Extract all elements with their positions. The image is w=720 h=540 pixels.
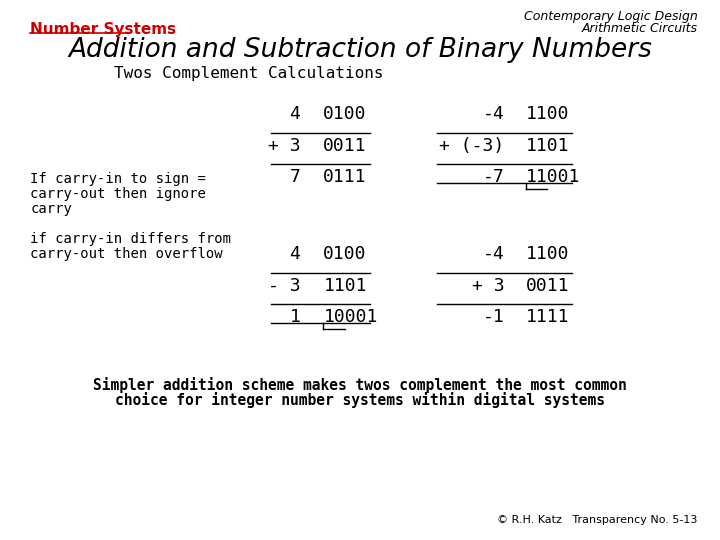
- Text: 4: 4: [289, 105, 300, 123]
- Text: 1111: 1111: [526, 308, 570, 326]
- Text: 1100: 1100: [526, 245, 570, 263]
- Text: Arithmetic Circuits: Arithmetic Circuits: [582, 22, 698, 35]
- Text: 0100: 0100: [323, 245, 367, 263]
- Text: -7: -7: [483, 168, 505, 186]
- Text: carry-out then overflow: carry-out then overflow: [30, 247, 223, 261]
- Text: -4: -4: [483, 245, 505, 263]
- Text: if carry-in differs from: if carry-in differs from: [30, 232, 231, 246]
- Text: 0111: 0111: [323, 168, 367, 186]
- Text: 0100: 0100: [323, 105, 367, 123]
- Text: Simpler addition scheme makes twos complement the most common: Simpler addition scheme makes twos compl…: [93, 377, 627, 393]
- Text: If carry-in to sign =: If carry-in to sign =: [30, 172, 206, 186]
- Text: -1: -1: [483, 308, 505, 326]
- Text: + 3: + 3: [268, 137, 300, 155]
- Text: + (-3): + (-3): [439, 137, 505, 155]
- Text: 11001: 11001: [526, 168, 580, 186]
- Text: - 3: - 3: [268, 277, 300, 295]
- Text: 4: 4: [289, 245, 300, 263]
- Text: 10001: 10001: [323, 308, 378, 326]
- Text: 7: 7: [289, 168, 300, 186]
- Text: carry-out then ignore: carry-out then ignore: [30, 187, 206, 201]
- Text: + 3: + 3: [472, 277, 505, 295]
- Text: 1101: 1101: [323, 277, 367, 295]
- Text: Twos Complement Calculations: Twos Complement Calculations: [114, 66, 384, 81]
- Text: Number Systems: Number Systems: [30, 22, 176, 37]
- Text: © R.H. Katz   Transparency No. 5-13: © R.H. Katz Transparency No. 5-13: [497, 515, 698, 525]
- Text: 1101: 1101: [526, 137, 570, 155]
- Text: carry: carry: [30, 202, 72, 216]
- Text: -4: -4: [483, 105, 505, 123]
- Text: Addition and Subtraction of Binary Numbers: Addition and Subtraction of Binary Numbe…: [68, 37, 652, 63]
- Text: 1: 1: [289, 308, 300, 326]
- Text: Contemporary Logic Design: Contemporary Logic Design: [523, 10, 698, 23]
- Text: choice for integer number systems within digital systems: choice for integer number systems within…: [115, 392, 605, 408]
- Text: 1100: 1100: [526, 105, 570, 123]
- Text: 0011: 0011: [323, 137, 367, 155]
- Text: 0011: 0011: [526, 277, 570, 295]
